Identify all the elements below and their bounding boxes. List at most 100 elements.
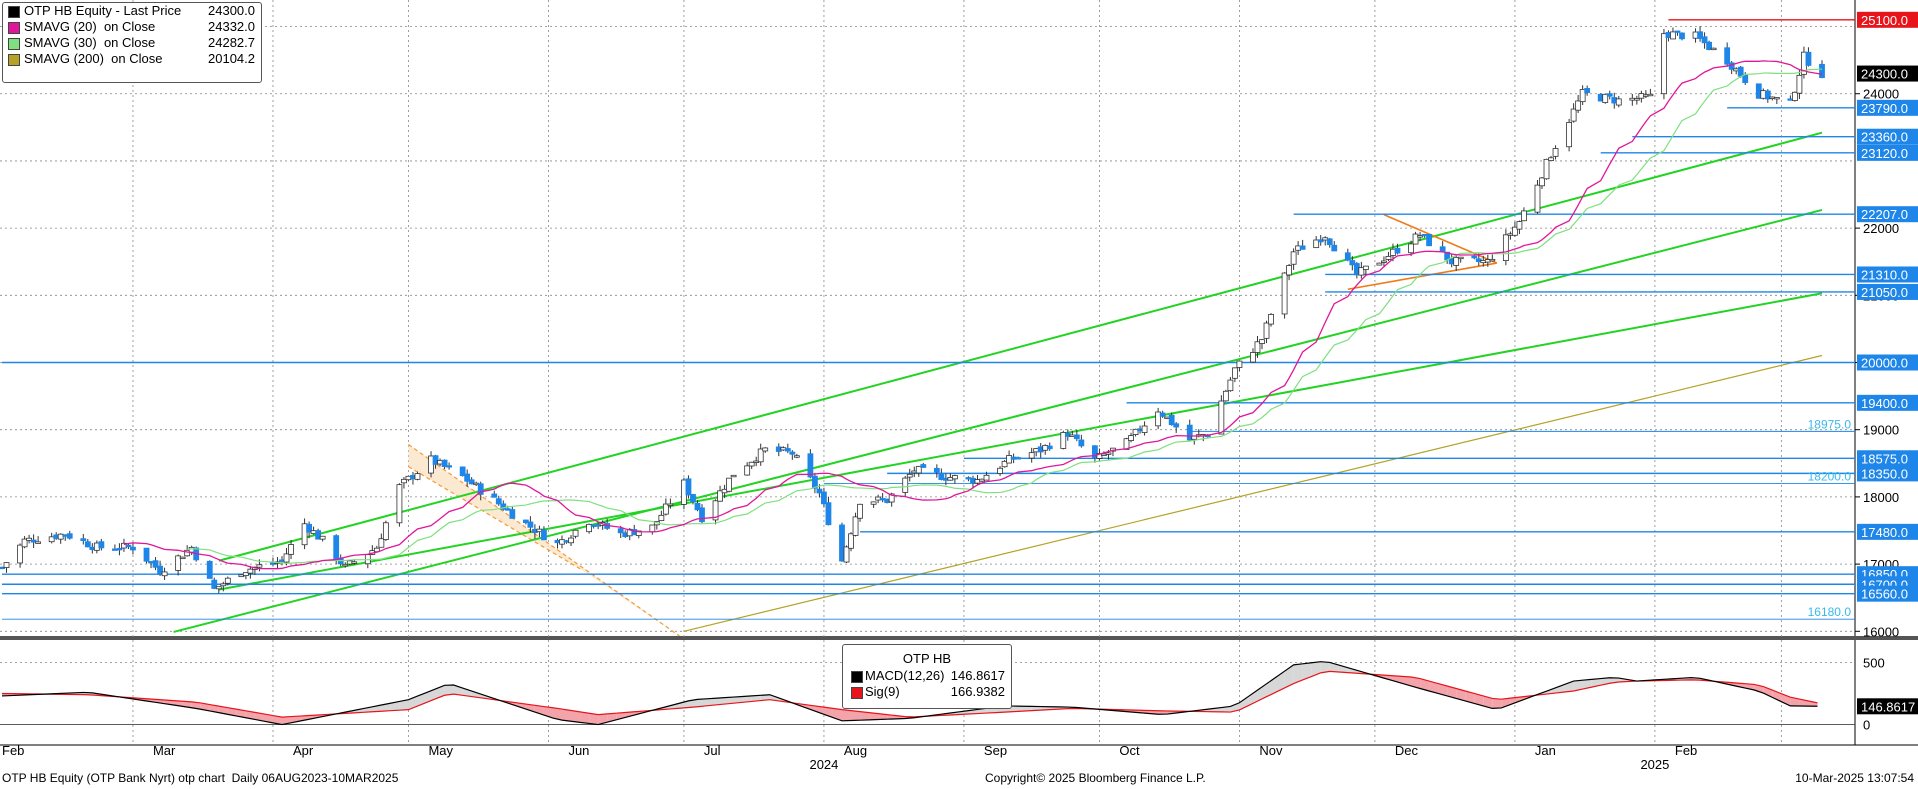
macd-histogram-fill [516,702,526,710]
candle-body [1412,233,1419,245]
macd-histogram-fill [1411,676,1421,689]
candle-body [315,530,322,540]
macd-histogram-fill [760,694,770,701]
candle-body [843,546,850,563]
candle-body [1457,256,1464,260]
candle-body [414,473,421,480]
candle-body [522,519,529,524]
legend-row-sma20: SMAVG (20) on Close 24332.0 [3,19,261,35]
legend-swatch [851,687,863,699]
month-label: Nov [1259,743,1283,758]
candle-body [1579,89,1586,103]
candle-body [1281,272,1288,315]
candle-body [1439,246,1446,252]
macd-histogram-fill [525,704,535,713]
footer-copyright: Copyright© 2025 Bloomberg Finance L.P. [985,771,1206,785]
candle-body [1521,210,1527,222]
macd-histogram-fill [1438,683,1448,696]
candle-body [446,465,452,468]
candle-body [500,503,507,510]
macd-histogram-fill [1302,662,1312,680]
level-axis-box [1857,354,1918,371]
candle-body [1566,122,1572,148]
down-channel-line [408,443,680,636]
macd-histogram-fill [236,709,246,718]
candle-body [1647,93,1654,97]
candle-body [35,541,42,544]
candle-body [1534,184,1541,213]
candle-body [495,498,502,505]
candle-body [1222,390,1229,402]
macd-histogram-fill [390,701,400,711]
level-axis-box [1857,450,1918,467]
candle-body [938,472,945,480]
level-axis-box [1857,99,1918,116]
level-axis-box [1857,144,1918,161]
legend-swatch [851,671,863,683]
month-label: Jul [704,743,721,758]
macd-histogram-fill [878,713,888,720]
macd-histogram-fill [209,704,219,713]
macd-histogram-fill [1031,706,1041,711]
candle-body [1394,247,1401,254]
macd-histogram-fill [1808,700,1818,707]
level-axis-box [1857,65,1918,82]
candle-body [812,475,818,489]
macd-histogram-fill [769,694,779,701]
candle-body [1326,238,1333,246]
macd-histogram-fill [851,710,861,721]
candle-body [1092,445,1098,459]
macd-histogram-fill [832,708,842,721]
candle-body [333,535,340,561]
candle-body [1227,379,1234,392]
candle-body [477,483,484,495]
candle-body [441,459,448,468]
pane-separator [0,636,1918,640]
legend-swatch [8,6,20,18]
level-axis-label: 16560.0 [1861,587,1908,602]
footer-title: OTP HB Equity (OTP Bank Nyrt) otp chart … [2,771,399,785]
macd-histogram-fill [1311,661,1321,677]
month-label: Jun [568,743,589,758]
candle-body [80,538,87,541]
candle-body [30,539,37,543]
macd-histogram-fill [272,715,282,725]
trend-channel-line [218,292,1823,591]
candle-body [301,523,308,546]
macd-histogram-fill [182,701,192,708]
candle-body [509,509,516,519]
candle-body [378,538,385,548]
candle-body [848,533,854,549]
candle-body [1159,412,1166,417]
candle-body [952,475,958,480]
candle-body [1073,434,1080,440]
legend-label: MACD(12,26) [865,668,945,683]
level-axis-box [1857,585,1918,602]
macd-histogram-fill [598,713,608,725]
candle-body [1706,41,1712,50]
legend-swatch [8,22,20,34]
candle-body [1299,245,1306,250]
macd-histogram-fill [245,710,255,720]
candle-body [1331,244,1338,252]
candle-body [1268,314,1274,325]
price-tick-label: 22000 [1863,221,1899,236]
candle-body [247,568,254,574]
macd-histogram-fill [282,716,292,725]
candle-body [821,491,827,505]
candle-body [1670,31,1676,40]
candle-body [807,453,814,478]
macd-histogram-fill [1284,664,1294,688]
macd-histogram-fill [842,709,852,721]
candle-body [784,448,791,452]
candle-body [649,524,656,533]
candle-body [1259,339,1265,344]
level-axis-label: 17480.0 [1861,525,1908,540]
macd-histogram-fill [1022,706,1032,712]
candle-body [1168,414,1175,426]
macd-histogram-fill [1420,678,1430,691]
candle-body [396,484,403,524]
level-axis-label: 23790.0 [1861,101,1908,116]
macd-histogram-fill [742,695,752,703]
level-axis-box [1857,206,1918,223]
